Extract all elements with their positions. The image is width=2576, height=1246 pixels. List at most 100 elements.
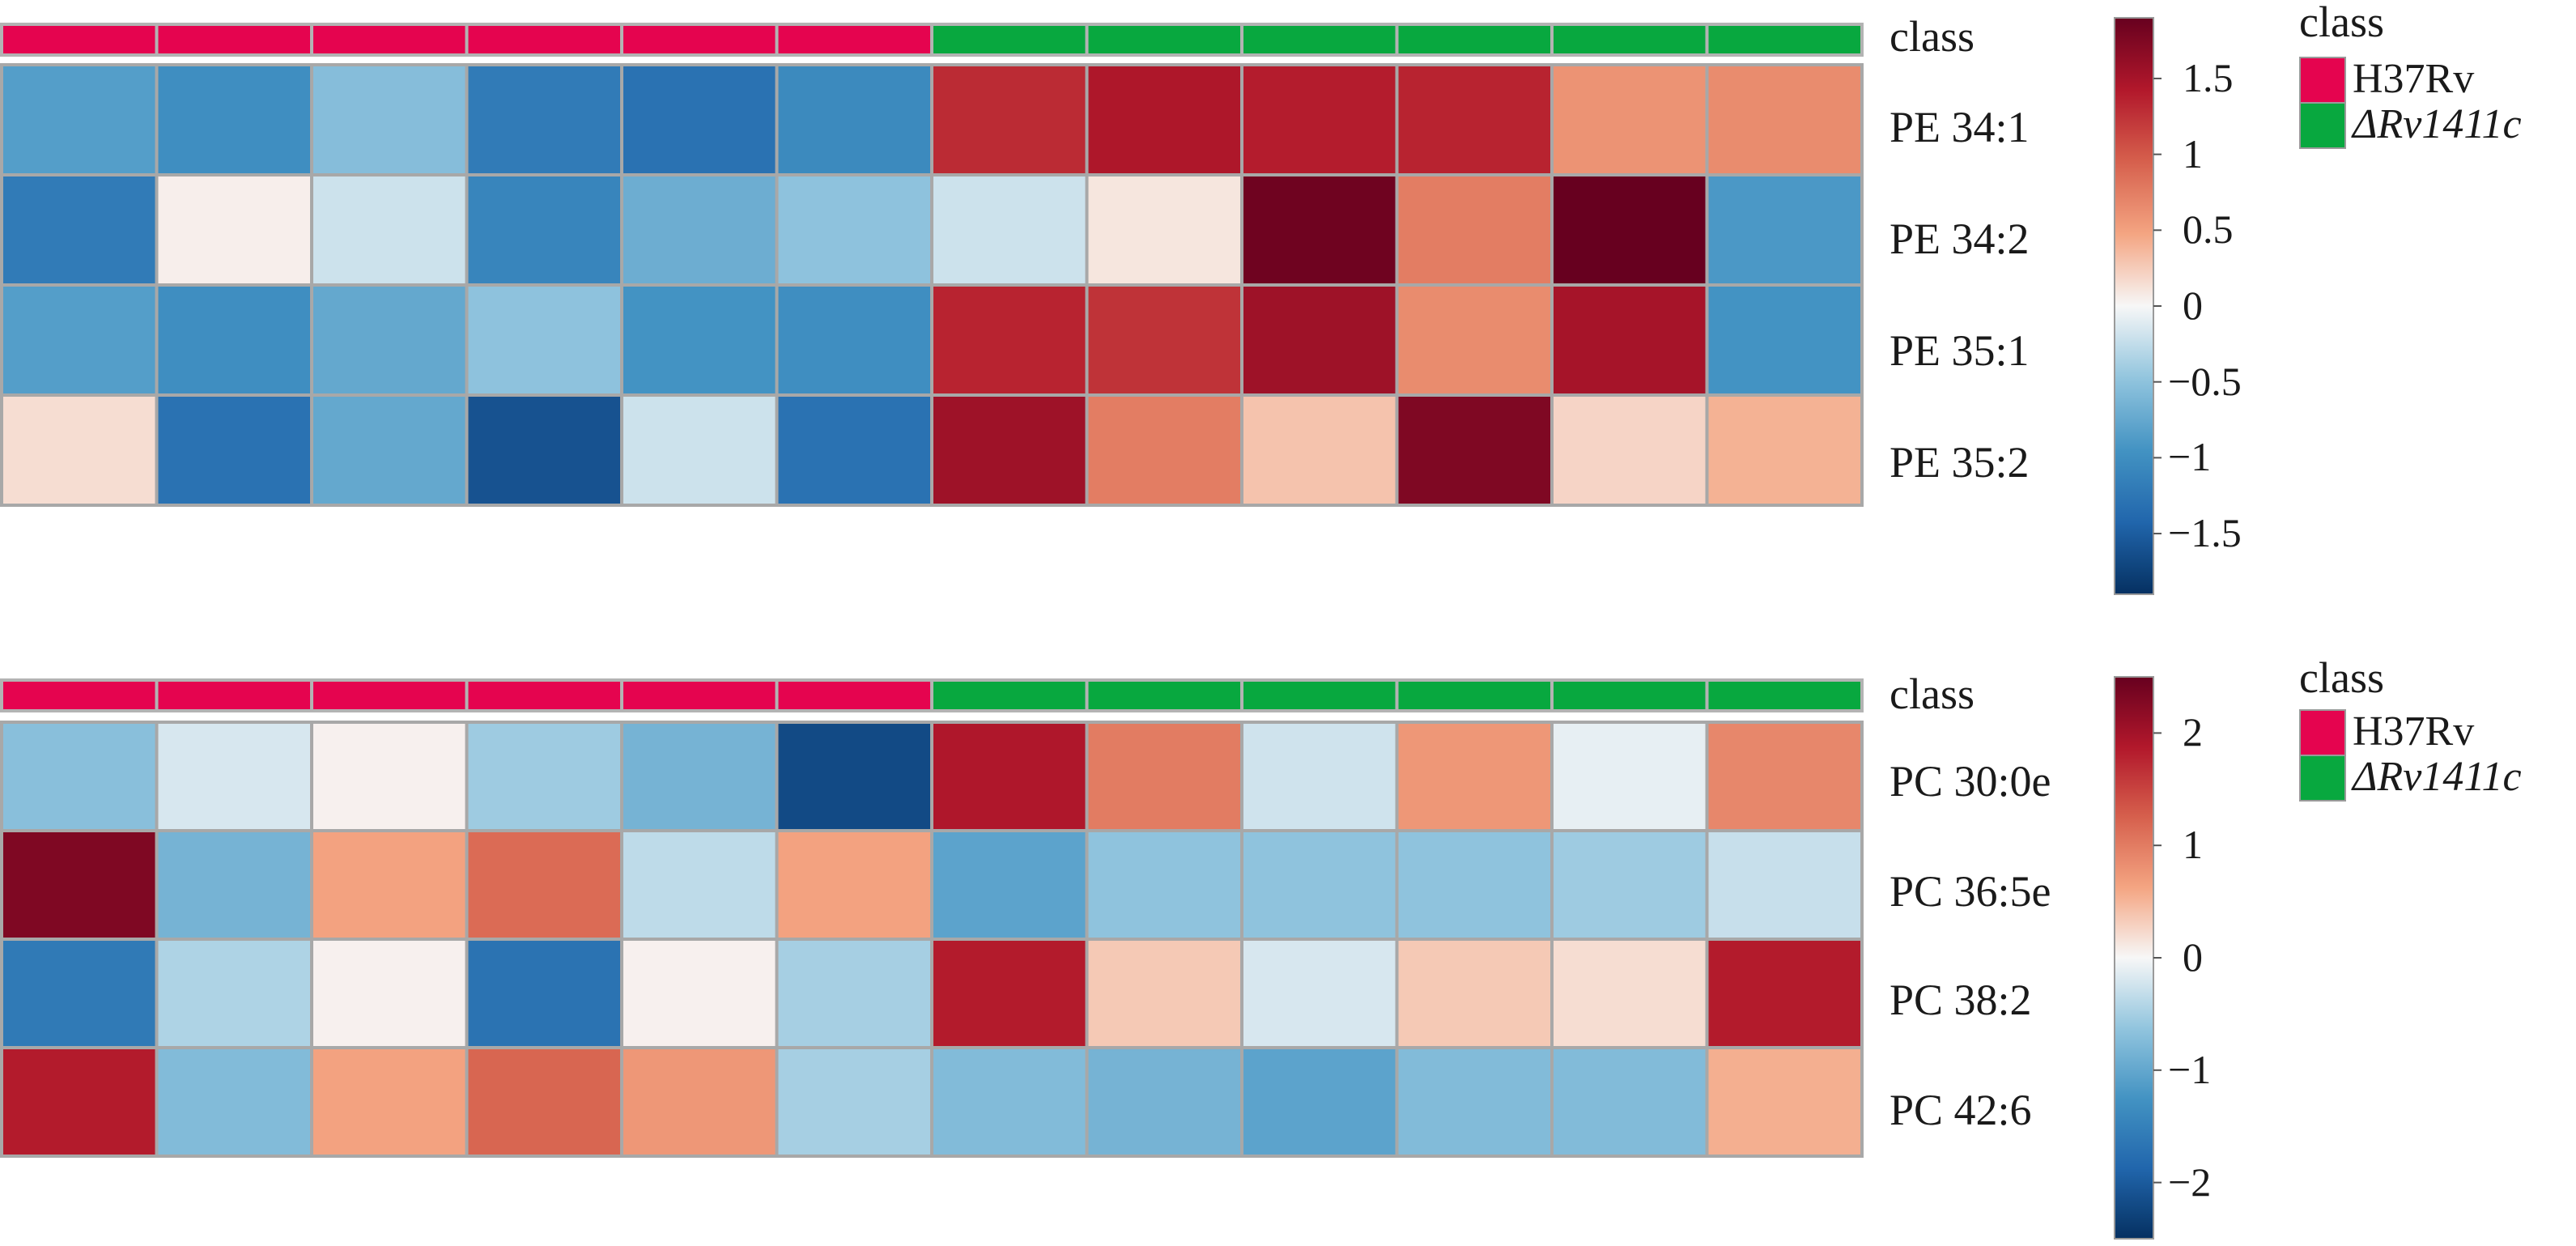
heatmap-cell [1085,393,1243,507]
heatmap-cell [465,63,623,176]
color-scale-tick-label: 1 [2183,130,2203,176]
heatmap-cell [1395,63,1554,176]
heatmap-cell [1240,283,1399,397]
row-label: PE 34:1 [1889,103,2030,151]
heatmap-cell [775,1046,933,1158]
color-scale-tick-label: −0.5 [2168,358,2242,404]
heatmap-cell [620,1046,779,1158]
color-scale-bar [2114,17,2162,595]
heatmap-cell [1550,1046,1709,1158]
legend-title: class [2299,0,2384,46]
color-scale-tick-label: −1 [2168,434,2212,480]
heatmap-cell [310,173,469,287]
heatmap-cell [1395,1046,1554,1158]
heatmap-cell [930,63,1089,176]
heatmap-cell [465,829,623,941]
heatmap-cell [155,829,313,941]
class-annotation-cell [775,678,933,712]
heatmap-cell [465,173,623,287]
color-scale-tick-label: −2 [2168,1159,2212,1205]
heatmap-cell [1240,829,1399,941]
heatmap-cell [775,938,933,1049]
class-annotation-label: class [1889,670,1975,718]
heatmap-cell [155,63,313,176]
heatmap-cell [0,938,159,1049]
class-annotation-cell [1240,23,1399,57]
class-annotation-cell [465,678,623,712]
color-scale-tick-label: 0.5 [2183,206,2234,253]
color-scale-bar [2114,676,2162,1240]
color-scale-tick-label: −1 [2168,1046,2212,1092]
color-scale-tick-label: 1.5 [2183,54,2234,100]
heatmap-cell [620,938,779,1049]
class-annotation-cell [1240,678,1399,712]
heatmap-cell [1705,173,1864,287]
row-label: PE 35:2 [1889,438,2030,487]
heatmap-cell [465,938,623,1049]
heatmap-cell [930,393,1089,507]
row-label: PE 35:1 [1889,326,2030,375]
heatmap-cell [1705,283,1864,397]
heatmap-cell [1240,63,1399,176]
heatmap-cell [465,721,623,832]
row-label: PC 36:5e [1889,867,2051,916]
heatmap-panel-pe: class PE 34:1 PE 34:2 PE 35:1 PE 35:2 1.… [0,0,2576,615]
heatmap-cell [930,938,1089,1049]
heatmap-cell [620,721,779,832]
class-annotation-cell [155,678,313,712]
heatmap-cell [775,283,933,397]
heatmap-cell [930,173,1089,287]
row-label: PC 42:6 [1889,1086,2032,1134]
class-annotation-cell [930,678,1089,712]
heatmap-cell [0,829,159,941]
row-label: PC 38:2 [1889,976,2032,1024]
class-annotation-cell [1550,678,1709,712]
heatmap-cell [1705,829,1864,941]
class-annotation-cell [1395,678,1554,712]
heatmap-cell [155,938,313,1049]
heatmap-cell [1705,938,1864,1049]
legend-swatch [2299,57,2346,104]
class-annotation-cell [1705,678,1864,712]
heatmap-cell [620,63,779,176]
heatmap-cell [1550,721,1709,832]
heatmap-grid-pc [0,678,1864,1158]
color-scale-tick-label: 0 [2183,283,2203,328]
legend-swatch [2299,755,2346,802]
heatmap-cell [1395,829,1554,941]
legend-swatch [2299,709,2346,756]
heatmap-cell [1395,283,1554,397]
legend-label: ΔRv1411c [2353,754,2522,800]
color-scale-tick-label: 0 [2183,934,2203,980]
heatmap-panel-pc: class PC 30:0e PC 36:5e PC 38:2 PC 42:6 … [0,656,2576,1246]
heatmap-cell [1240,393,1399,507]
heatmap-cell [155,1046,313,1158]
heatmap-cell [1395,721,1554,832]
heatmap-cell [775,393,933,507]
heatmap-cell [1085,63,1243,176]
color-scale-gradient [2114,676,2154,1240]
row-label: PC 30:0e [1889,757,2051,806]
heatmap-cell [0,283,159,397]
legend-swatch [2299,102,2346,149]
class-annotation-cell [155,23,313,57]
heatmap-cell [0,1046,159,1158]
heatmap-cell [1085,1046,1243,1158]
heatmap-cell [0,393,159,507]
heatmap-cell [1705,721,1864,832]
heatmap-cell [930,829,1089,941]
heatmap-cell [465,283,623,397]
color-scale-tick-label: 1 [2183,822,2203,868]
heatmap-cell [310,393,469,507]
heatmap-cell [930,721,1089,832]
row-label: PE 34:2 [1889,215,2030,263]
heatmap-cell [1550,393,1709,507]
heatmap-cell [775,63,933,176]
heatmap-cell [1240,938,1399,1049]
heatmap-grid-pe [0,23,1864,507]
heatmap-cell [620,173,779,287]
class-annotation-cell [1085,23,1243,57]
heatmap-cell [620,829,779,941]
legend-label: H37Rv [2353,56,2475,102]
heatmap-cell [1550,283,1709,397]
